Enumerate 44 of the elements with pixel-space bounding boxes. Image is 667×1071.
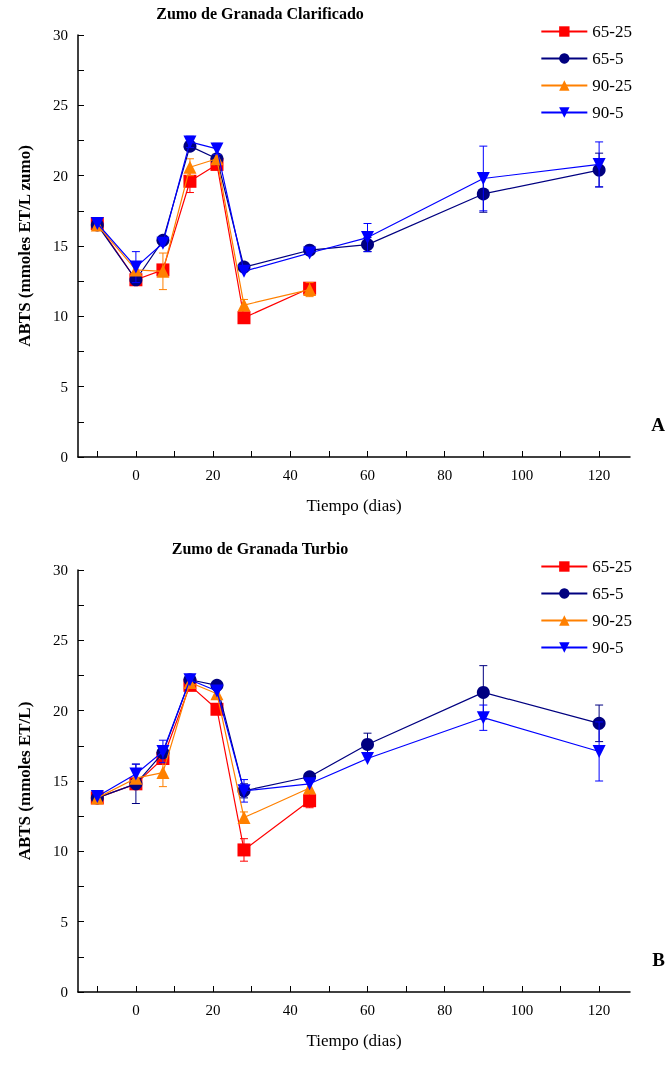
x-tick-label: 20 <box>205 466 221 483</box>
y-tick-label: 25 <box>53 97 68 114</box>
legend-label: 65-25 <box>592 22 633 41</box>
y-tick-label: 30 <box>53 562 68 578</box>
chart-title: Zumo de Granada Turbio <box>171 539 349 557</box>
y-tick-label: 20 <box>53 702 68 719</box>
legend-label: 90-25 <box>592 76 633 95</box>
y-tick-label: 0 <box>60 449 68 465</box>
x-tick-label: 120 <box>587 466 611 483</box>
x-tick-label: 60 <box>360 466 376 483</box>
y-tick-label: 10 <box>53 308 68 325</box>
y-tick-label: 30 <box>53 27 68 43</box>
x-tick-label: 40 <box>282 466 298 483</box>
chart-title: Zumo de Granada Clarificado <box>156 4 364 22</box>
y-tick-label: 5 <box>60 913 68 930</box>
y-tick-label: 10 <box>53 843 68 860</box>
x-tick-label: 80 <box>437 466 453 483</box>
x-tick-label: 0 <box>132 1001 140 1018</box>
legend-label: 65-5 <box>592 49 624 68</box>
y-axis-title: ABTS (mmoles ET/L zumo) <box>15 145 34 347</box>
legend-label: 65-25 <box>592 557 633 576</box>
x-tick-label: 100 <box>510 466 534 483</box>
x-tick-label: 20 <box>205 1001 221 1018</box>
y-tick-label: 15 <box>53 773 68 789</box>
x-axis-title: Tiempo (dias) <box>306 496 402 515</box>
x-tick-label: 40 <box>282 1001 298 1018</box>
y-tick-label: 15 <box>53 238 68 254</box>
text: B <box>652 949 666 970</box>
x-axis-title: Tiempo (dias) <box>306 1031 402 1050</box>
x-tick-label: 60 <box>360 1001 376 1018</box>
x-tick-label: 120 <box>587 1001 611 1018</box>
y-tick-label: 25 <box>53 632 68 649</box>
x-tick-label: 80 <box>437 1001 453 1018</box>
y-tick-label: 0 <box>60 984 68 1000</box>
legend-label: 90-5 <box>592 638 624 657</box>
text: A <box>651 414 666 435</box>
y-tick-label: 20 <box>53 167 68 184</box>
legend-label: 65-5 <box>592 584 624 603</box>
y-axis-title: ABTS (mmoles ET/L) <box>15 701 34 861</box>
legend-label: 90-25 <box>592 611 633 630</box>
legend-label: 90-5 <box>592 103 624 122</box>
y-tick-label: 5 <box>60 378 68 395</box>
x-tick-label: 0 <box>132 466 140 483</box>
x-tick-label: 100 <box>510 1001 534 1018</box>
